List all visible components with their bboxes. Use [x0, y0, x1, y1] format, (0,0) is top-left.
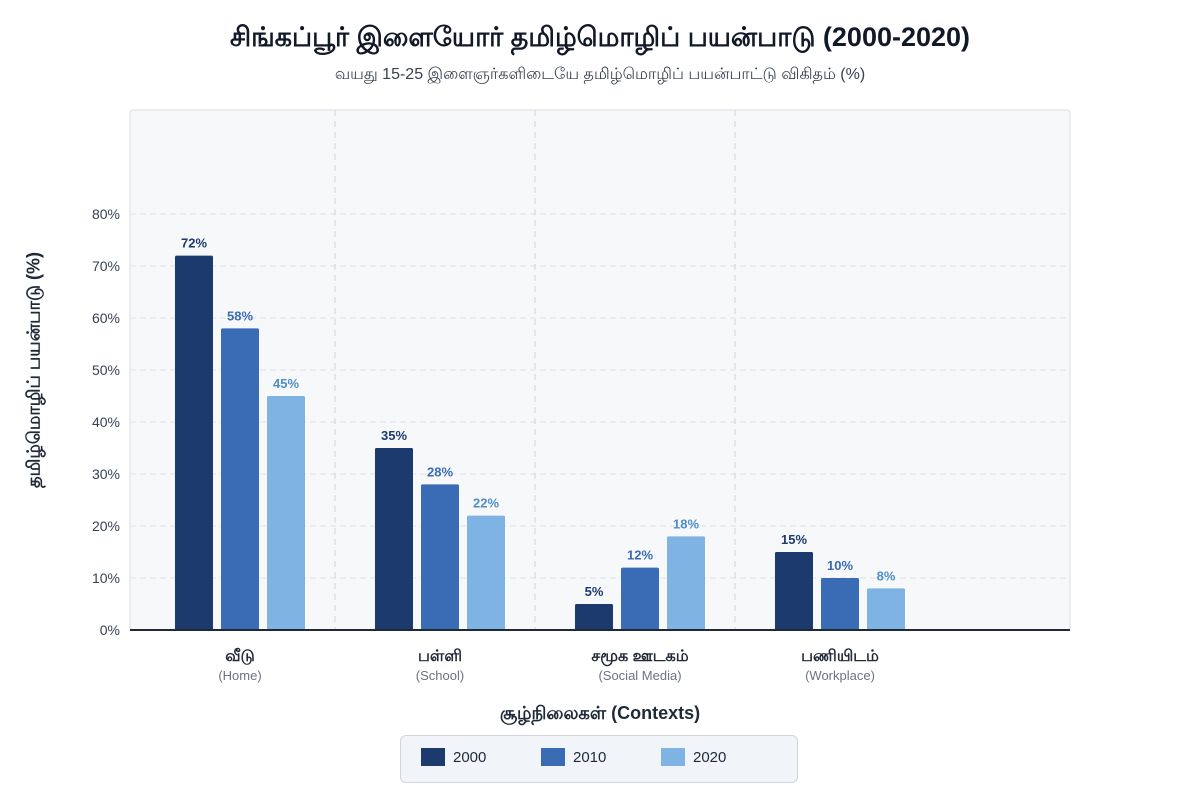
legend-label-2010: 2010: [573, 748, 607, 766]
x-tick-label: சமூக ஊடகம்: [591, 648, 688, 666]
x-tick-label: வீடு: [225, 647, 255, 665]
y-tick-label: 10%: [92, 570, 120, 586]
y-tick-label: 70%: [92, 258, 120, 274]
x-tick-label: பணியிடம்: [801, 648, 879, 665]
legend-label-2000: 2000: [453, 748, 487, 766]
legend-swatch-2020: [661, 748, 685, 766]
bar-2020: [467, 515, 505, 630]
chart-subtitle: வயது 15-25 இளைஞர்களிடையே தமிழ்மொழிப் பயன…: [334, 66, 866, 83]
y-tick-label: 20%: [92, 518, 120, 534]
x-axis-label: சூழ்நிலைகள் (Contexts): [499, 703, 701, 723]
data-label-2010: 28%: [427, 464, 453, 479]
legend-item-2010: 2010: [541, 748, 606, 766]
x-tick-sublabel: (Social Media): [598, 668, 681, 683]
bar-2020: [667, 536, 705, 630]
bar-2020: [867, 588, 905, 630]
data-label-2010: 12%: [627, 548, 653, 563]
legend-swatch-2010: [541, 748, 565, 766]
legend-item-2020: 2020: [661, 748, 726, 766]
x-tick-sublabel: (School): [416, 668, 464, 683]
x-tick-sublabel: (Home): [218, 668, 261, 683]
legend-label-2020: 2020: [693, 748, 727, 766]
legend-swatch-2000: [421, 748, 445, 766]
data-label-2010: 10%: [827, 558, 853, 573]
data-label-2020: 18%: [673, 516, 699, 531]
y-tick-label: 30%: [92, 466, 120, 482]
bar-2010: [621, 567, 659, 630]
x-tick-label: பள்ளி: [418, 648, 462, 665]
bar-2010: [821, 578, 859, 630]
y-tick-label: 60%: [92, 310, 120, 326]
data-label-2020: 8%: [877, 568, 896, 583]
bar-2000: [575, 604, 613, 630]
bar-2020: [267, 396, 305, 630]
bar-2000: [775, 552, 813, 630]
bar-2000: [375, 448, 413, 630]
y-tick-label: 40%: [92, 414, 120, 430]
bar-2010: [421, 484, 459, 630]
data-label-2020: 45%: [273, 376, 299, 391]
legend: 2000 2010 2020: [400, 735, 798, 783]
data-label-2020: 22%: [473, 496, 499, 511]
y-tick-label: 80%: [92, 206, 120, 222]
data-label-2000: 5%: [585, 584, 604, 599]
bar-2000: [175, 255, 213, 630]
data-label-2000: 35%: [381, 428, 407, 443]
y-tick-label: 0%: [100, 622, 120, 638]
bar-2010: [221, 328, 259, 630]
data-label-2010: 58%: [227, 308, 253, 323]
data-label-2000: 15%: [781, 532, 807, 547]
chart-title: சிங்கப்பூர் இளையோர் தமிழ்மொழிப் பயன்பாடு…: [229, 22, 971, 52]
legend-item-2000: 2000: [421, 748, 486, 766]
y-tick-label: 50%: [92, 362, 120, 378]
data-label-2000: 72%: [181, 236, 207, 251]
y-axis-label: தமிழ்மொழிப் பயன்பாடு (%): [23, 251, 44, 489]
x-tick-sublabel: (Workplace): [805, 668, 875, 683]
